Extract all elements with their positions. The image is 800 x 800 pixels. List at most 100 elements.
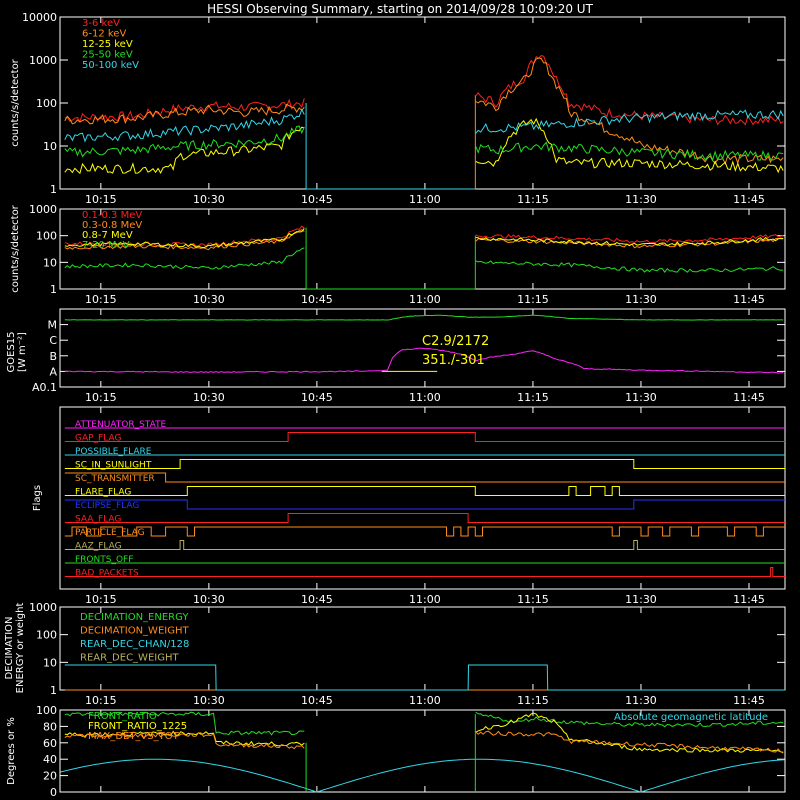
legend-entry: 0.3-0.8 MeV xyxy=(82,220,142,231)
x-tick-label: 11:00 xyxy=(409,391,441,404)
legend-entry: REAR_DEC_WEIGHT xyxy=(80,653,179,664)
rates-series-line xyxy=(475,55,784,126)
panel-decimation: 10:15 10:30 10:45 11:00 11:15 11:30 11:45 1 10 10… xyxy=(4,601,786,707)
flag-label: PARTICLE_FLAG xyxy=(75,528,145,538)
flag-label: FLARE_FLAG xyxy=(75,488,131,498)
rates-series-line xyxy=(64,108,305,143)
ratio-series-line xyxy=(64,711,305,736)
x-tick-label: 10:45 xyxy=(301,293,333,306)
panel-ratio: 0 20 40 60 80 100 FRONT_RATIOFRONT_RATIO_1225… xyxy=(6,704,786,799)
panel-flags-frame xyxy=(59,406,786,590)
rear-dec-chan-line xyxy=(64,664,785,691)
legend-entry: 0.8-7 MeV xyxy=(82,230,133,241)
rates-series-line xyxy=(64,98,305,123)
legend-entry: 50-100 keV xyxy=(82,60,139,71)
flag-line xyxy=(64,513,785,523)
panel-decimation-ylabel-2: ENERGY or weight xyxy=(15,603,26,694)
x-tick-label: 11:45 xyxy=(733,391,765,404)
goes-annotation-position: 351./-301 xyxy=(422,353,485,368)
legend-entry: FRONT_RATIO xyxy=(88,711,157,722)
panel-flags: 10:15 10:30 10:45 11:00 11:15 11:30 11:45 ATTE… xyxy=(32,406,786,606)
y-tick-label: 20 xyxy=(43,770,57,783)
flag-label: AAZ_FLAG xyxy=(75,542,122,552)
y-tick-label: A0.1 xyxy=(32,381,57,394)
panel-flags-ylabel: Flags xyxy=(32,485,43,511)
x-tick-label: 10:30 xyxy=(193,293,225,306)
y-tick-label: M xyxy=(48,319,58,332)
legend-entry: MAX_DET_VS_TOT xyxy=(88,731,180,742)
x-tick-label: 11:30 xyxy=(625,391,657,404)
goes-annotation-flare: C2.9/2172 xyxy=(422,334,489,349)
rates-series-line xyxy=(475,141,784,162)
x-tick-label: 11:00 xyxy=(409,593,441,606)
flag-label: BAD_PACKETS xyxy=(75,569,139,579)
flag-line xyxy=(64,567,785,577)
y-tick-label: 60 xyxy=(43,737,57,750)
panel-goes-yunit: [W m⁻²] xyxy=(17,332,28,372)
x-tick-label: 11:15 xyxy=(517,193,549,206)
x-tick-label: 10:15 xyxy=(85,391,117,404)
x-tick-label: 10:15 xyxy=(85,293,117,306)
flag-label: ECLIPSE_FLAG xyxy=(75,501,139,511)
y-tick-label: 100 xyxy=(36,230,57,243)
y-tick-label: 1 xyxy=(50,684,57,697)
x-tick-label: 11:30 xyxy=(625,694,657,707)
y-tick-label: 10 xyxy=(43,656,57,669)
x-tick-label: 11:45 xyxy=(733,694,765,707)
rates-series-line xyxy=(475,109,784,134)
flag-label: SC_TRANSMITTER xyxy=(75,474,155,484)
ratio-series-line xyxy=(64,732,305,750)
flag-line xyxy=(64,540,785,550)
legend-entry: REAR_DEC_CHAN/128 xyxy=(80,639,189,650)
x-tick-label: 11:00 xyxy=(409,293,441,306)
legend-entry: FRONT_RATIO_1225 xyxy=(88,721,187,732)
x-tick-label: 10:30 xyxy=(193,391,225,404)
y-tick-label: 1000 xyxy=(29,601,57,614)
panel-high-energy-ylabel: counts/s/detector xyxy=(10,204,21,292)
flag-label: FRONTS_OFF xyxy=(75,555,133,565)
x-tick-label: 10:45 xyxy=(301,391,333,404)
panel-decimation-ylabel-1: DECIMATION xyxy=(4,616,15,679)
y-tick-label: 1000 xyxy=(29,54,57,67)
panel-rates-frame xyxy=(59,16,786,190)
panel-goes: 10:15 10:30 10:45 11:00 11:15 11:30 11:45 A0.1 A… xyxy=(6,308,786,404)
y-tick-label: 1 xyxy=(50,283,57,296)
y-tick-label: 10000 xyxy=(22,11,57,24)
x-tick-label: 11:30 xyxy=(625,593,657,606)
page-title: HESSI Observing Summary, starting on 201… xyxy=(207,2,593,16)
x-tick-label: 10:45 xyxy=(301,694,333,707)
x-tick-label: 11:15 xyxy=(517,293,549,306)
flag-line xyxy=(64,499,785,510)
flag-label: GAP_FLAG xyxy=(75,434,121,444)
flag-label: POSSIBLE_FLARE xyxy=(75,447,152,457)
x-tick-label: 11:45 xyxy=(733,593,765,606)
x-tick-label: 10:15 xyxy=(85,593,117,606)
panel-rates-ylabel: counts/s/detector xyxy=(10,58,21,146)
legend-entry: DECIMATION_WEIGHT xyxy=(80,626,189,637)
legend-entry: 12-25 keV xyxy=(82,39,133,50)
y-tick-label: 0 xyxy=(50,786,57,799)
x-tick-label: 11:45 xyxy=(733,293,765,306)
panel-ratio-right-label: Absolute geomagnetic latitude xyxy=(614,712,768,723)
flag-line xyxy=(64,432,785,442)
flag-label: SC_IN_SUNLIGHT xyxy=(75,461,152,471)
panel-rates: 10:15 10:30 10:45 11:00 11:15 11:30 11:45 1 10 10… xyxy=(10,11,786,206)
rates-series-line xyxy=(64,126,305,175)
flag-line xyxy=(64,526,785,537)
y-tick-label: 1000 xyxy=(29,203,57,216)
ratio-series-line xyxy=(475,730,784,753)
x-tick-label: 10:15 xyxy=(85,193,117,206)
y-tick-label: 100 xyxy=(36,704,57,717)
high-energy-series-line xyxy=(64,247,305,270)
legend-entry: 6-12 keV xyxy=(82,29,126,40)
x-tick-label: 11:30 xyxy=(625,193,657,206)
high-energy-series-line xyxy=(64,225,305,248)
flag-label: SAA_FLAG xyxy=(75,515,121,525)
legend-entry: 3-6 keV xyxy=(82,18,120,29)
y-tick-label: 10 xyxy=(43,256,57,269)
goes-short-line xyxy=(64,347,784,374)
panel-ratio-frame xyxy=(59,709,786,793)
x-tick-label: 11:15 xyxy=(517,593,549,606)
y-tick-label: A xyxy=(49,365,57,378)
